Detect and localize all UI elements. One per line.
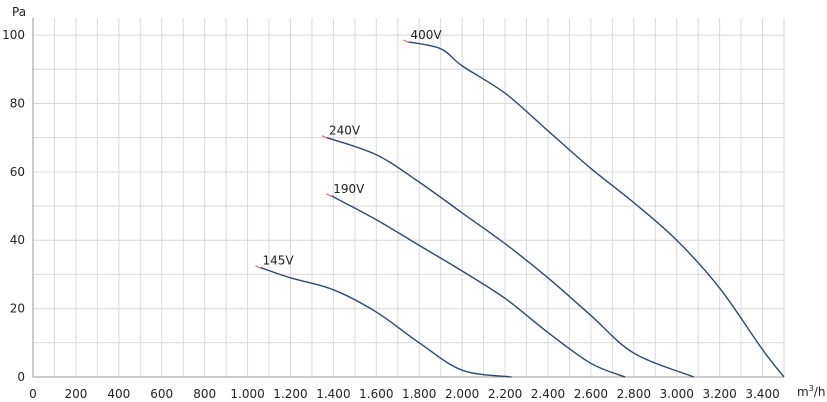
series-label-190V: 190V (333, 182, 365, 196)
x-tick-label: 2.400 (531, 387, 565, 401)
y-tick-label: 100 (2, 28, 25, 42)
x-axis-label: m3/h (797, 384, 825, 399)
x-tick-label: 3.400 (745, 387, 779, 401)
axes (32, 18, 784, 378)
y-tick-label: 0 (17, 370, 25, 384)
series: 145V 190V 240V 400V (255, 28, 785, 378)
y-axis-label: Pa (12, 5, 26, 19)
x-tick-label: 2.800 (617, 387, 651, 401)
x-tick-label: 600 (150, 387, 173, 401)
x-tick-label: 1.800 (402, 387, 436, 401)
series-marker-240V (321, 135, 329, 140)
series-marker-190V (326, 193, 333, 198)
series-curve-190V (330, 195, 626, 378)
x-tick-label: 1.600 (359, 387, 393, 401)
series-curve-240V (326, 137, 695, 378)
series-label-240V: 240V (329, 124, 361, 138)
x-tick-label: 1.400 (316, 387, 350, 401)
series-label-145V: 145V (262, 254, 294, 268)
y-tick-label: 40 (10, 233, 25, 247)
tick-labels: 0 200 400 600 800 1.000 1.200 1.400 1.600 1.800 2.… (2, 28, 780, 401)
x-tick-label: 1.200 (273, 387, 307, 401)
y-tick-label: 60 (10, 165, 25, 179)
x-tick-label: 3.000 (660, 387, 694, 401)
series-marker-400V (403, 39, 410, 44)
x-tick-label: 200 (64, 387, 87, 401)
x-tick-label: 2.600 (574, 387, 608, 401)
x-tick-label: 0 (29, 387, 37, 401)
grid (33, 18, 785, 377)
x-tick-label: 1.000 (230, 387, 264, 401)
x-tick-label: 800 (193, 387, 216, 401)
x-tick-label: 2.000 (445, 387, 479, 401)
x-tick-label: 3.200 (702, 387, 736, 401)
series-curve-400V (408, 41, 785, 378)
x-tick-label: 2.200 (488, 387, 522, 401)
y-tick-label: 80 (10, 96, 25, 110)
x-tick-label: 400 (107, 387, 130, 401)
series-marker-145V (255, 265, 262, 270)
series-label-400V: 400V (411, 28, 443, 42)
y-tick-label: 20 (10, 302, 25, 316)
series-curve-145V (260, 266, 512, 378)
